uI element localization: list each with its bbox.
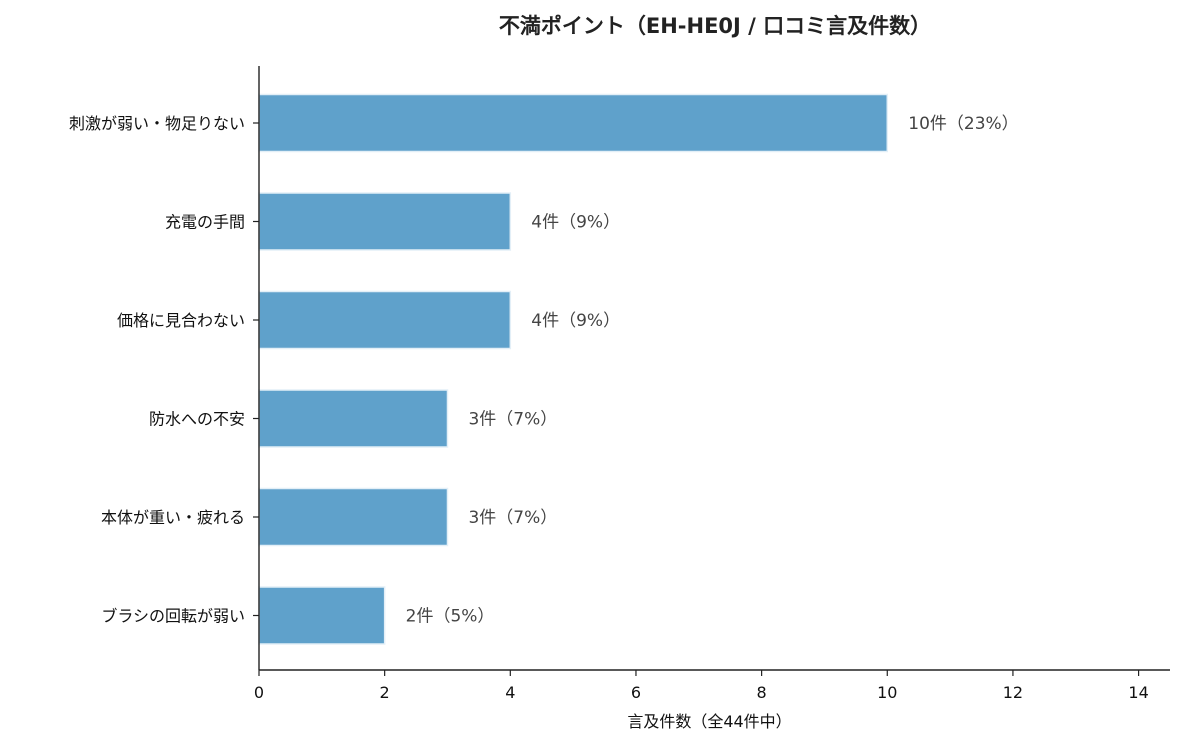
category-label-0: 刺激が弱い・物足りない xyxy=(69,114,245,133)
y-ticks-layer: 刺激が弱い・物足りない充電の手間価格に見合わない防水への不安本体が重い・疲れるブ… xyxy=(69,114,259,626)
bar-1 xyxy=(258,192,512,251)
bar-0 xyxy=(258,93,889,153)
category-label-4: 本体が重い・疲れる xyxy=(101,508,245,527)
x-tick-label-4: 8 xyxy=(757,683,767,702)
data-label-1: 4件（9%） xyxy=(531,213,620,233)
data-label-3: 3件（7%） xyxy=(468,410,557,430)
bar-4 xyxy=(258,487,449,547)
category-label-3: 防水への不安 xyxy=(149,410,245,429)
data-label-4: 3件（7%） xyxy=(468,508,557,528)
x-tick-label-7: 14 xyxy=(1128,683,1148,702)
x-tick-label-2: 4 xyxy=(505,683,515,702)
data-label-2: 4件（9%） xyxy=(531,311,620,331)
chart-title: 不満ポイント（EH-HE0J / 口コミ言及件数） xyxy=(499,14,931,38)
data-label-5: 2件（5%） xyxy=(406,607,495,627)
x-tick-label-3: 6 xyxy=(631,683,641,702)
x-axis-title: 言及件数（全44件中） xyxy=(627,712,791,731)
x-tick-label-0: 0 xyxy=(254,683,264,702)
data-label-0: 10件（23%） xyxy=(908,114,1018,134)
category-label-5: ブラシの回転が弱い xyxy=(101,607,245,626)
category-label-2: 価格に見合わない xyxy=(117,311,245,330)
x-ticks-layer: 0 2 4 6 8 10 12 14 xyxy=(254,670,1149,702)
bar-5 xyxy=(258,586,386,645)
category-label-1: 充電の手間 xyxy=(165,213,245,232)
bar-2 xyxy=(258,290,512,350)
bar-3 xyxy=(258,389,449,448)
labels-layer: 10件（23%） 4件（9%） 4件（9%） 3件（7%） 3件（7%） 2件（5%） xyxy=(406,114,1019,627)
bars-layer xyxy=(258,93,889,645)
x-tick-label-6: 12 xyxy=(1003,683,1023,702)
x-tick-label-5: 10 xyxy=(877,683,897,702)
x-tick-label-1: 2 xyxy=(380,683,390,702)
